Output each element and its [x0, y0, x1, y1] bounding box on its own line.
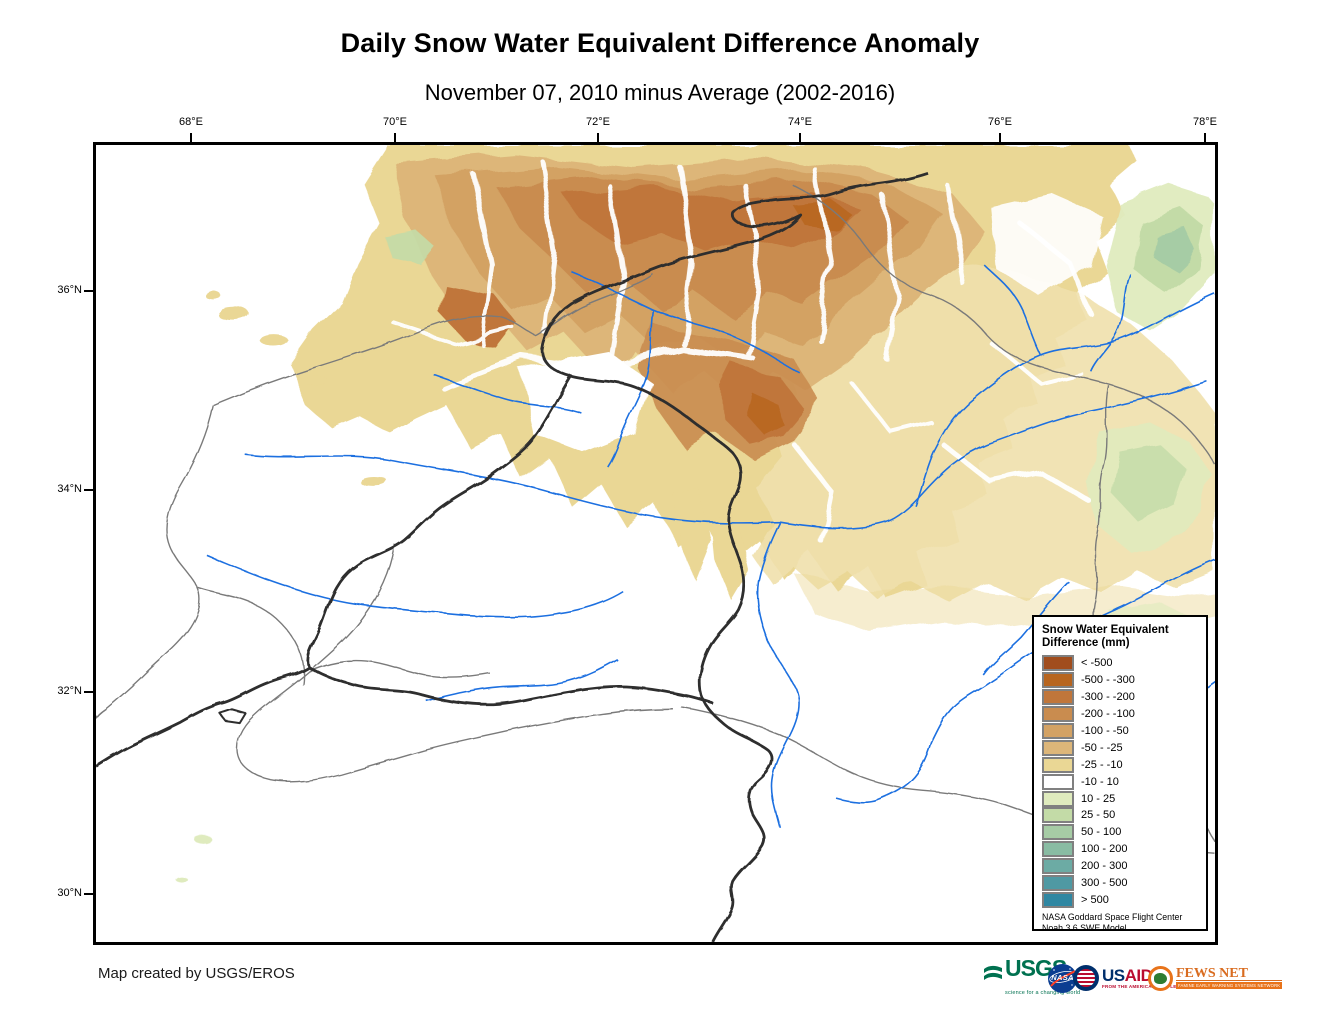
- y-tick-mark: [84, 691, 93, 693]
- legend-row: < -500: [1042, 655, 1200, 672]
- legend-row: -25 - -10: [1042, 756, 1200, 773]
- x-tick-label: 78°E: [1193, 116, 1217, 128]
- map-legend: Snow Water Equivalent Difference (mm) < …: [1032, 615, 1208, 933]
- legend-swatch: [1042, 739, 1074, 756]
- fewsnet-globe-icon: [1148, 965, 1173, 991]
- usgs-tagline: science for a changing world: [1005, 990, 1081, 996]
- legend-row: -500 - -300: [1042, 672, 1200, 689]
- map-canvas: [96, 145, 1215, 942]
- legend-label: -10 - 10: [1081, 775, 1119, 788]
- legend-swatch: [1042, 841, 1074, 858]
- legend-row: 10 - 25: [1042, 790, 1200, 807]
- legend-label: 10 - 25: [1081, 792, 1116, 805]
- legend-label: 200 - 300: [1081, 860, 1128, 873]
- legend-title-line2: Difference (mm): [1042, 637, 1130, 649]
- legend-title-line1: Snow Water Equivalent: [1042, 624, 1169, 636]
- legend-label: -300 - -200: [1081, 691, 1135, 704]
- legend-row: 50 - 100: [1042, 824, 1200, 841]
- fewsnet-logo: FEWS NET FAMINE EARLY WARNING SYSTEMS NE…: [1148, 958, 1283, 998]
- legend-swatch: [1042, 723, 1074, 739]
- legend-label: < -500: [1081, 657, 1113, 670]
- legend-source-line2: Noah 3.6 SWE Model.: [1042, 922, 1130, 933]
- legend-swatch: [1042, 875, 1074, 892]
- x-tick-label: 76°E: [988, 116, 1012, 128]
- page-title: Daily Snow Water Equivalent Difference A…: [340, 28, 980, 58]
- x-tick-label: 70°E: [383, 116, 407, 128]
- map-frame: [93, 142, 1218, 945]
- legend-row: 25 - 50: [1042, 807, 1200, 824]
- x-tick-mark: [999, 133, 1001, 142]
- legend-row: -100 - -50: [1042, 723, 1200, 740]
- legend-swatch: [1042, 790, 1074, 807]
- legend-row: 200 - 300: [1042, 858, 1200, 875]
- x-tick-label: 72°E: [586, 116, 610, 128]
- legend-swatch: [1042, 756, 1074, 773]
- x-tick-mark: [799, 133, 801, 142]
- legend-row: -200 - -100: [1042, 706, 1200, 723]
- usaid-logo: USAID FROM THE AMERICAN PEOPLE: [1073, 958, 1177, 998]
- legend-label: -50 - -25: [1081, 741, 1123, 754]
- legend-row: -10 - 10: [1042, 773, 1200, 790]
- legend-label: 25 - 50: [1081, 809, 1116, 822]
- legend-entries: < -500 -500 - -300 -300 - -200 -200 - -100 -…: [1042, 655, 1200, 908]
- terrain-raster-layer: [175, 145, 1215, 883]
- usaid-wordmark-us: US: [1102, 965, 1125, 985]
- legend-row: 300 - 500: [1042, 875, 1200, 892]
- y-tick-label: 36°N: [57, 284, 82, 296]
- y-tick-label: 32°N: [57, 685, 82, 697]
- legend-row: 100 - 200: [1042, 841, 1200, 858]
- country-borders: [96, 171, 928, 942]
- legend-label: -25 - -10: [1081, 758, 1123, 771]
- legend-swatch: [1042, 706, 1074, 723]
- legend-row: > 500: [1042, 891, 1200, 908]
- fewsnet-wordmark: FEWS NET: [1176, 967, 1283, 981]
- legend-label: 300 - 500: [1081, 877, 1128, 890]
- usgs-wave-icon: [983, 963, 1003, 994]
- usaid-tagline: FROM THE AMERICAN PEOPLE: [1102, 983, 1177, 989]
- legend-swatch: [1042, 655, 1074, 672]
- legend-row: -50 - -25: [1042, 739, 1200, 756]
- y-tick-mark: [84, 893, 93, 895]
- legend-swatch: [1042, 891, 1074, 908]
- legend-swatch: [1042, 689, 1074, 706]
- legend-label: -100 - -50: [1081, 725, 1129, 737]
- legend-label: -500 - -300: [1081, 674, 1135, 687]
- legend-label: 100 - 200: [1081, 843, 1128, 856]
- nasa-logo: NASA: [1048, 958, 1077, 998]
- page-subtitle: November 07, 2010 minus Average (2002-20…: [424, 80, 896, 105]
- x-tick-mark: [1204, 133, 1206, 142]
- legend-swatch: [1042, 858, 1074, 875]
- legend-swatch: [1042, 824, 1074, 841]
- usaid-seal-icon: [1073, 965, 1099, 991]
- legend-label: -200 - -100: [1081, 708, 1135, 721]
- map-credit: Map created by USGS/EROS: [98, 965, 295, 982]
- y-tick-mark: [84, 489, 93, 491]
- legend-swatch: [1042, 807, 1074, 824]
- y-tick-mark: [84, 290, 93, 292]
- x-tick-mark: [597, 133, 599, 142]
- legend-source-line1: NASA Goddard Space Flight Center: [1042, 912, 1183, 923]
- nasa-wordmark: NASA: [1051, 972, 1074, 982]
- legend-row: -300 - -200: [1042, 689, 1200, 706]
- usaid-wordmark-aid: AID: [1124, 965, 1153, 985]
- y-tick-label: 30°N: [57, 887, 82, 899]
- fewsnet-tagline: FAMINE EARLY WARNING SYSTEMS NETWORK: [1176, 982, 1283, 989]
- x-tick-mark: [394, 133, 396, 142]
- legend-label: > 500: [1081, 893, 1109, 906]
- legend-label: 50 - 100: [1081, 826, 1122, 839]
- legend-swatch: [1042, 773, 1074, 790]
- nasa-meatball-icon: NASA: [1048, 963, 1077, 993]
- rivers: [207, 263, 1215, 829]
- x-tick-mark: [190, 133, 192, 142]
- y-tick-label: 34°N: [57, 483, 82, 495]
- x-tick-label: 74°E: [788, 116, 812, 128]
- x-tick-label: 68°E: [179, 116, 203, 128]
- legend-swatch: [1042, 672, 1074, 689]
